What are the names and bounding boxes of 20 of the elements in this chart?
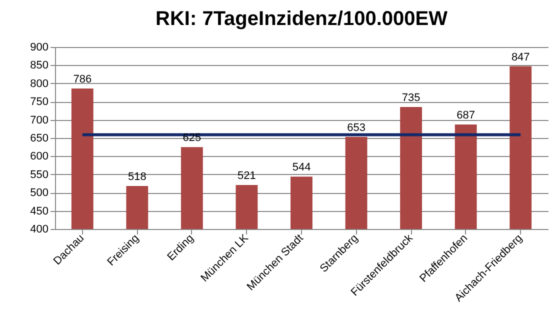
y-tick-label: 750 (30, 96, 48, 108)
y-tick-label: 500 (30, 187, 48, 200)
y-tick-label: 900 (30, 42, 48, 54)
y-tick-label: 700 (30, 114, 48, 126)
y-tick-label: 550 (30, 168, 48, 181)
data-label: 521 (238, 170, 256, 182)
data-label: 653 (347, 122, 366, 134)
data-label: 687 (456, 110, 476, 122)
y-tick-label: 400 (30, 224, 48, 236)
y-tick-label: 800 (30, 78, 48, 90)
data-label: 518 (128, 171, 146, 184)
data-label: 544 (292, 162, 311, 174)
data-label: 786 (73, 73, 92, 86)
y-tick-label: 450 (30, 205, 48, 218)
y-tick-label: 600 (30, 150, 48, 163)
chart-title: RKI: 7TageInzidenz/100.000EW (156, 8, 448, 30)
data-label: 735 (402, 92, 420, 104)
y-tick-label: 850 (30, 60, 48, 72)
data-label: 847 (511, 51, 530, 64)
y-tick-label: 650 (30, 132, 48, 144)
